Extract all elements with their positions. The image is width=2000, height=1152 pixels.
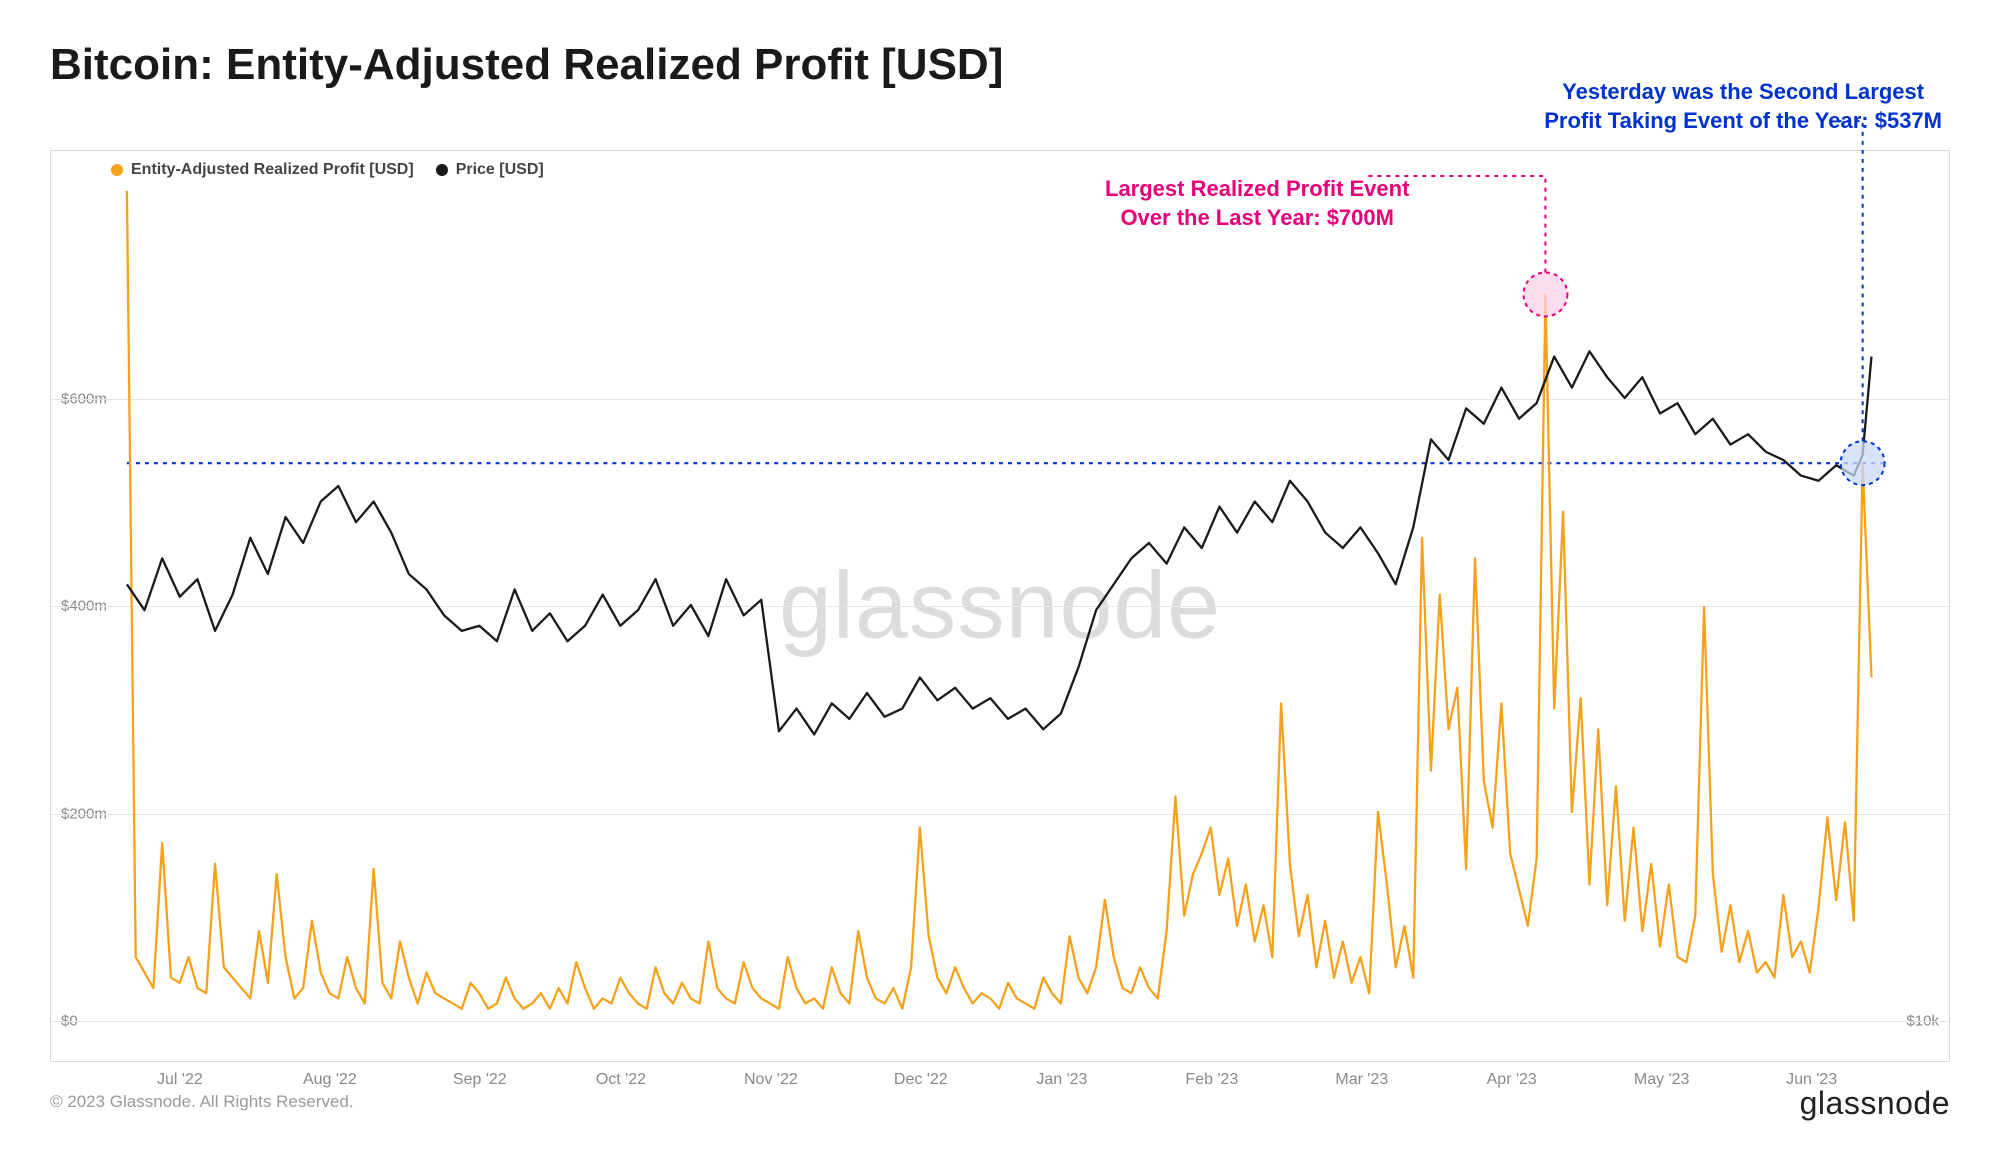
chart-svg <box>51 151 1949 1061</box>
brand-logo: glassnode <box>1800 1085 1950 1122</box>
annotation-blue-line1: Yesterday was the Second Largest <box>1544 78 1942 107</box>
copyright-text: © 2023 Glassnode. All Rights Reserved. <box>50 1092 354 1112</box>
annotation-circle-pink <box>1523 272 1567 316</box>
x-axis-label: Mar '23 <box>1335 1071 1388 1089</box>
x-axis-label: Oct '22 <box>596 1071 646 1089</box>
annotation-leader-pink <box>1366 176 1546 273</box>
x-axis-label: May '23 <box>1634 1071 1690 1089</box>
annotation-leader-blue <box>1833 121 1863 441</box>
price-line <box>127 351 1872 734</box>
annotation-blue: Yesterday was the Second Largest Profit … <box>1544 78 1942 135</box>
x-axis-label: Feb '23 <box>1185 1071 1238 1089</box>
annotation-circle-blue <box>1841 441 1885 485</box>
x-axis-label: Nov '22 <box>744 1071 798 1089</box>
x-axis-label: Jan '23 <box>1036 1071 1087 1089</box>
x-axis-label: Jul '22 <box>157 1071 203 1089</box>
chart-area: Entity-Adjusted Realized Profit [USD] Pr… <box>50 150 1950 1062</box>
x-axis-label: Aug '22 <box>303 1071 357 1089</box>
profit-line <box>127 191 1872 1009</box>
annotation-blue-line2: Profit Taking Event of the Year: $537M <box>1544 107 1942 136</box>
x-axis-label: Apr '23 <box>1487 1071 1537 1089</box>
x-axis-label: Dec '22 <box>894 1071 948 1089</box>
x-axis-label: Sep '22 <box>453 1071 507 1089</box>
